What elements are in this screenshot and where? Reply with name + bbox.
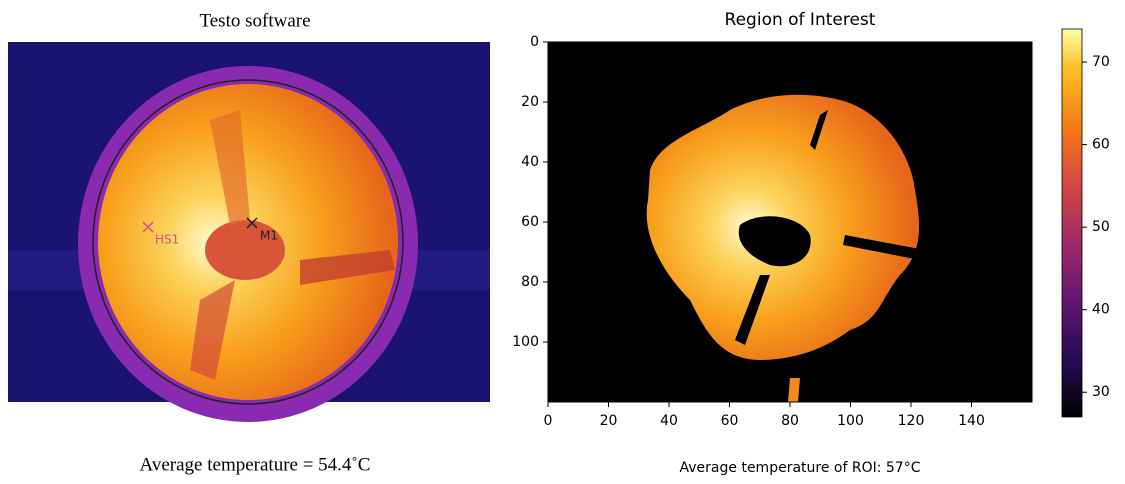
colorbar (1062, 29, 1082, 417)
colorbar-tick-label: 30 (1092, 384, 1110, 400)
x-tick-label: 20 (600, 413, 618, 429)
y-tick-label: 20 (521, 94, 539, 110)
y-tick-label: 60 (521, 214, 539, 230)
y-tick-label: 100 (512, 334, 539, 350)
panel-title: Region of Interest (725, 10, 876, 30)
x-tick-label: 60 (721, 413, 739, 429)
thermal-image (8, 42, 490, 422)
x-tick-label: 40 (660, 413, 678, 429)
caption: Average temperature of ROI: 57°C (680, 460, 921, 476)
x-tick-label: 140 (958, 413, 985, 429)
y-tick-label: 0 (530, 34, 539, 50)
x-tick-label: 100 (837, 413, 864, 429)
x-tick-label: 0 (544, 413, 553, 429)
x-tick-label: 120 (898, 413, 925, 429)
panel-title: Testo software (199, 10, 310, 31)
colorbar-tick-label: 40 (1092, 302, 1110, 318)
marker-label: HS1 (155, 233, 179, 247)
caption: Average temperature = 54.4˚C (140, 454, 371, 475)
colorbar-tick-label: 70 (1092, 54, 1110, 70)
colorbar-tick-label: 60 (1092, 137, 1110, 153)
marker-label: M1 (260, 229, 278, 243)
figure: HS1 M1 Testo software Average temperatur… (0, 0, 1125, 484)
y-tick-label: 40 (521, 154, 539, 170)
colorbar-tick-label: 50 (1092, 219, 1110, 235)
roi-image (548, 42, 1032, 402)
y-tick-label: 80 (521, 274, 539, 290)
x-tick-label: 80 (781, 413, 799, 429)
